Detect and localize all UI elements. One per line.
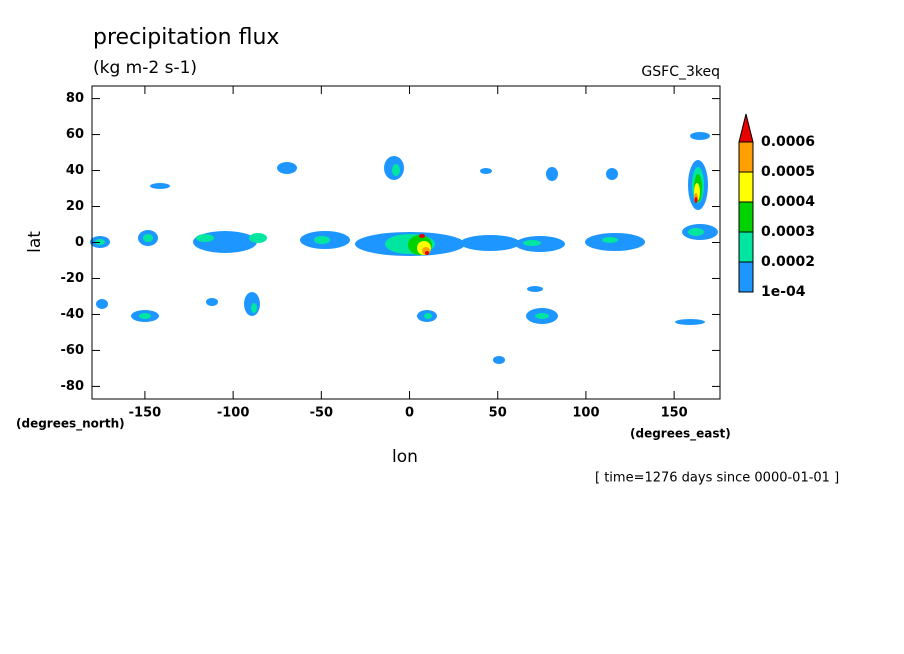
- contour: [419, 234, 425, 238]
- colorbar-label: 1e-04: [761, 284, 806, 300]
- colorbar-label: 0.0003: [761, 224, 815, 240]
- contour: [314, 236, 330, 244]
- contour: [675, 319, 705, 325]
- x-tick-label: 100: [572, 406, 599, 421]
- contour: [606, 168, 618, 180]
- x-tick-label: -100: [217, 406, 250, 421]
- y-axis-label: lat: [25, 231, 45, 253]
- contour: [150, 183, 170, 189]
- x-tick-label: 0: [405, 406, 414, 421]
- colorbar-box: [738, 261, 754, 293]
- colorbar-box: [738, 201, 754, 233]
- contour: [694, 197, 698, 203]
- contour: [424, 313, 432, 319]
- chart-subtitle: (kg m-2 s-1): [93, 58, 197, 78]
- colorbar-label: 0.0005: [761, 164, 815, 180]
- contour: [425, 251, 429, 255]
- colorbar-box: [738, 231, 754, 263]
- chart-title: precipitation flux: [93, 25, 279, 50]
- y-units: (degrees_north): [16, 417, 125, 432]
- contour: [460, 235, 520, 251]
- contour: [143, 234, 153, 242]
- contour: [523, 240, 541, 246]
- contour: [277, 162, 297, 174]
- y-tick-label: -40: [61, 307, 85, 322]
- contour: [480, 168, 492, 174]
- y-tick-label: 40: [66, 163, 84, 178]
- colorbar-label: 0.0004: [761, 194, 815, 210]
- x-tick-label: 50: [489, 406, 507, 421]
- x-axis-label: lon: [392, 447, 418, 467]
- x-units: (degrees_east): [630, 427, 731, 442]
- contour: [392, 164, 400, 176]
- dataset-label: GSFC_3keq: [641, 64, 720, 80]
- contour: [196, 234, 214, 242]
- y-tick-label: -80: [61, 379, 85, 394]
- contour: [546, 167, 558, 181]
- contour: [527, 286, 543, 292]
- contour: [688, 228, 704, 236]
- contour: [206, 298, 218, 306]
- contour: [690, 132, 710, 140]
- y-tick-label: -20: [61, 271, 85, 286]
- colorbar-label: 0.0006: [761, 134, 815, 150]
- contour: [249, 233, 267, 243]
- contour-field: [90, 132, 718, 364]
- colorbar-label: 0.0002: [761, 254, 815, 270]
- contour: [251, 303, 257, 313]
- colorbar-box: [738, 171, 754, 203]
- colorbar-triangle: [738, 113, 754, 143]
- y-tick-label: -60: [61, 343, 85, 358]
- contour: [96, 299, 108, 309]
- y-tick-label: 60: [66, 127, 84, 142]
- y-tick-label: 0: [75, 235, 84, 250]
- x-tick-label: 150: [661, 406, 688, 421]
- contour: [602, 237, 618, 243]
- y-tick-label: 20: [66, 199, 84, 214]
- contour: [493, 356, 505, 364]
- contour: [244, 292, 260, 316]
- x-tick-label: -50: [310, 406, 334, 421]
- y-tick-label: 80: [66, 91, 84, 106]
- x-tick-label: -150: [129, 406, 162, 421]
- contour: [535, 313, 549, 319]
- footnote: [ time=1276 days since 0000-01-01 ]: [595, 471, 839, 486]
- contour: [139, 313, 151, 319]
- colorbar-box: [738, 141, 754, 173]
